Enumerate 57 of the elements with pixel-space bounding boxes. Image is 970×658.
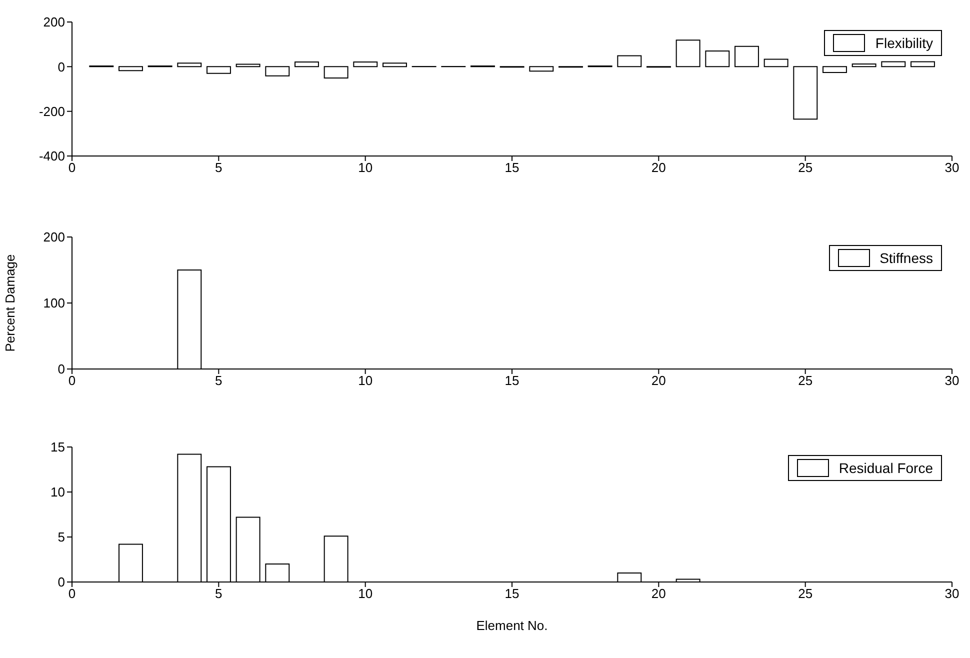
x-axis-title: Element No. <box>476 618 548 633</box>
x-tick-label: 0 <box>68 160 76 176</box>
y-axis-title: Percent Damage <box>2 254 18 352</box>
y-tick-label: 5 <box>58 530 65 545</box>
bar <box>793 66 818 120</box>
x-tick-label: 10 <box>358 373 373 388</box>
x-tick-label: 30 <box>944 373 960 388</box>
bar <box>529 66 554 72</box>
x-tick-label: 25 <box>798 160 813 176</box>
x-tick-label: 15 <box>504 373 520 388</box>
legend-label: Flexibility <box>875 35 933 51</box>
bar <box>177 62 202 68</box>
legend-label: Stiffness <box>880 250 933 266</box>
y-tick-label: 200 <box>43 14 65 30</box>
y-tick-label: 0 <box>58 574 65 590</box>
bar <box>705 50 730 68</box>
y-tick-label: 15 <box>50 440 65 455</box>
y-tick-label: 10 <box>50 484 65 500</box>
bar <box>734 46 759 68</box>
bar <box>382 62 407 68</box>
bar <box>910 61 935 68</box>
x-tick-label: 15 <box>504 586 520 602</box>
x-tick-label: 5 <box>215 586 222 602</box>
x-tick-label: 25 <box>798 373 813 388</box>
bar <box>265 66 290 76</box>
bar <box>206 66 231 74</box>
bar <box>118 66 143 72</box>
x-tick-label: 5 <box>215 373 222 388</box>
x-tick-label: 10 <box>358 586 373 602</box>
y-tick-label: 200 <box>43 230 65 245</box>
x-tick-label: 20 <box>651 586 666 602</box>
legend-label: Residual Force <box>838 460 933 476</box>
x-tick-label: 30 <box>944 586 960 602</box>
x-tick-label: 5 <box>215 160 222 176</box>
x-tick-label: 30 <box>944 160 960 176</box>
x-tick-label: 25 <box>798 586 813 602</box>
y-tick-label: 0 <box>58 59 65 74</box>
bar <box>881 61 906 68</box>
x-tick-label: 0 <box>68 373 76 388</box>
y-tick-label: -400 <box>38 148 65 164</box>
x-tick-label: 20 <box>651 373 666 388</box>
y-tick-label: -200 <box>38 104 65 119</box>
bar <box>764 58 788 68</box>
bar <box>294 61 319 68</box>
x-tick-label: 0 <box>68 586 76 602</box>
bar <box>822 66 847 73</box>
y-tick-label: 100 <box>43 296 65 311</box>
bar <box>852 63 876 68</box>
y-tick-label: 0 <box>58 362 65 377</box>
bar <box>353 61 378 68</box>
bar <box>617 55 642 68</box>
bar <box>236 64 260 68</box>
x-tick-label: 15 <box>504 160 520 176</box>
bar <box>676 40 700 68</box>
bar <box>324 66 348 79</box>
x-tick-label: 20 <box>651 160 666 176</box>
x-tick-label: 10 <box>358 160 373 176</box>
